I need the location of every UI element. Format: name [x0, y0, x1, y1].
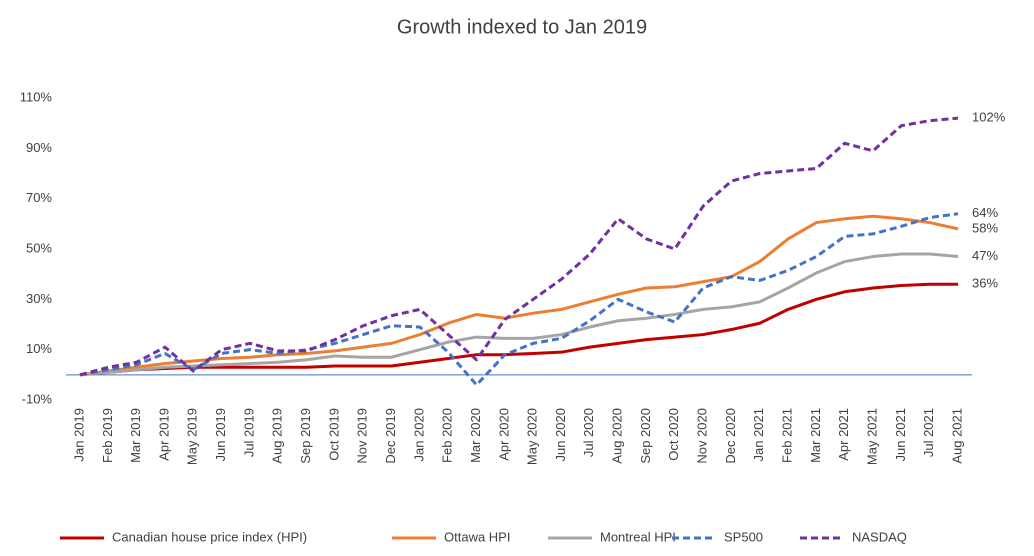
y-tick-label: 70%	[26, 190, 52, 205]
x-tick-label: Jun 2019	[213, 408, 228, 462]
x-tick-label: Dec 2020	[723, 408, 738, 464]
x-tick-label: Oct 2020	[666, 408, 681, 461]
value-label: 58%	[972, 220, 998, 235]
legend-label: Ottawa HPI	[444, 529, 510, 544]
x-tick-label: Oct 2019	[326, 408, 341, 461]
y-tick-label: 10%	[26, 341, 52, 356]
x-tick-label: Nov 2019	[355, 408, 370, 464]
x-tick-label: Nov 2020	[695, 408, 710, 464]
x-tick-label: Jul 2020	[581, 408, 596, 457]
legend-label: Montreal HPI	[600, 529, 676, 544]
x-tick-label: Sep 2019	[298, 408, 313, 464]
x-tick-label: Apr 2019	[156, 408, 171, 461]
y-tick-label: 50%	[26, 240, 52, 255]
y-tick-label: -10%	[22, 391, 53, 406]
series-line	[79, 116, 959, 377]
series-line	[79, 252, 959, 377]
y-tick-label: 30%	[26, 291, 52, 306]
chart-title: Growth indexed to Jan 2019	[397, 16, 647, 38]
series-line	[79, 212, 959, 387]
x-tick-label: Sep 2020	[638, 408, 653, 464]
x-tick-label: Jul 2019	[241, 408, 256, 457]
x-tick-label: May 2019	[185, 408, 200, 465]
y-tick-label: 110%	[20, 89, 53, 104]
x-tick-label: Jun 2021	[893, 408, 908, 462]
value-label: 47%	[972, 248, 998, 263]
y-tick-label: 90%	[26, 140, 52, 155]
x-tick-label: May 2021	[864, 408, 879, 465]
x-tick-label: Jan 2020	[411, 408, 426, 462]
series-line	[79, 282, 958, 377]
value-label: 36%	[972, 276, 998, 291]
x-tick-label: May 2020	[525, 408, 540, 465]
x-tick-label: Mar 2021	[808, 408, 823, 463]
x-tick-label: Mar 2019	[128, 408, 143, 463]
x-tick-label: Jul 2021	[921, 408, 936, 457]
x-tick-label: Jun 2020	[553, 408, 568, 462]
x-tick-label: Apr 2021	[836, 408, 851, 461]
legend-label: Canadian house price index (HPI)	[112, 529, 307, 544]
value-label: 102%	[972, 110, 1006, 125]
x-tick-label: Aug 2021	[949, 408, 964, 464]
x-tick-label: Aug 2019	[270, 408, 285, 464]
series-line	[79, 214, 959, 377]
x-tick-label: Jan 2019	[71, 408, 86, 462]
x-tick-label: Feb 2021	[780, 408, 795, 463]
x-tick-label: Jan 2021	[751, 408, 766, 462]
x-tick-label: Apr 2020	[496, 408, 511, 461]
x-tick-label: Dec 2019	[383, 408, 398, 464]
legend-label: NASDAQ	[852, 529, 907, 544]
legend-label: SP500	[724, 529, 763, 544]
x-tick-label: Feb 2019	[100, 408, 115, 463]
x-tick-label: Aug 2020	[610, 408, 625, 464]
x-tick-label: Mar 2020	[468, 408, 483, 463]
x-tick-label: Feb 2020	[440, 408, 455, 463]
value-label: 64%	[972, 205, 998, 220]
